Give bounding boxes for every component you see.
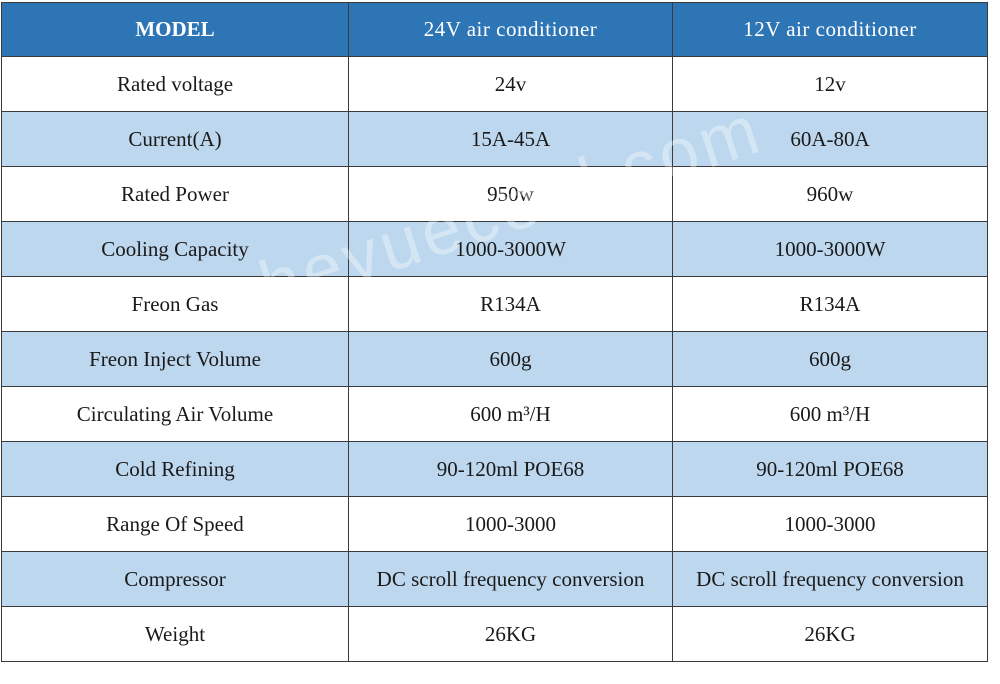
- cell-12v: 90-120ml POE68: [672, 441, 988, 497]
- spec-table: MODEL 24V air conditioner 12V air condit…: [1, 2, 988, 662]
- cell-24v: 600g: [348, 331, 673, 387]
- cell-24v: 26KG: [348, 606, 673, 662]
- cell-24v: 90-120ml POE68: [348, 441, 673, 497]
- row-label: Cooling Capacity: [1, 221, 349, 277]
- cell-12v: R134A: [672, 276, 988, 332]
- header-12v: 12V air conditioner: [672, 2, 988, 57]
- table-row: Freon Inject Volume 600g 600g: [1, 331, 988, 387]
- cell-12v: 600 m³/H: [672, 386, 988, 442]
- row-label: Compressor: [1, 551, 349, 607]
- table-row: Compressor DC scroll frequency conversio…: [1, 551, 988, 607]
- cell-24v: 1000-3000W: [348, 221, 673, 277]
- cell-12v: 1000-3000W: [672, 221, 988, 277]
- table-row: Rated voltage 24v 12v: [1, 56, 988, 112]
- table-row: Current(A) 15A-45A 60A-80A: [1, 111, 988, 167]
- row-label: Circulating Air Volume: [1, 386, 349, 442]
- table-row: Cold Refining 90-120ml POE68 90-120ml PO…: [1, 441, 988, 497]
- cell-12v: 960w: [672, 166, 988, 222]
- cell-12v: DC scroll frequency conversion: [672, 551, 988, 607]
- cell-12v: 12v: [672, 56, 988, 112]
- row-label: Rated voltage: [1, 56, 349, 112]
- cell-24v: 1000-3000: [348, 496, 673, 552]
- header-24v: 24V air conditioner: [348, 2, 673, 57]
- cell-12v: 26KG: [672, 606, 988, 662]
- row-label: Range Of Speed: [1, 496, 349, 552]
- cell-24v: DC scroll frequency conversion: [348, 551, 673, 607]
- table-row: Rated Power 950w 960w: [1, 166, 988, 222]
- cell-24v: 950w: [348, 166, 673, 222]
- header-model: MODEL: [1, 2, 349, 57]
- table-row: Circulating Air Volume 600 m³/H 600 m³/H: [1, 386, 988, 442]
- table-row: Freon Gas R134A R134A: [1, 276, 988, 332]
- cell-24v: R134A: [348, 276, 673, 332]
- cell-24v: 600 m³/H: [348, 386, 673, 442]
- cell-24v: 15A-45A: [348, 111, 673, 167]
- row-label: Freon Inject Volume: [1, 331, 349, 387]
- header-row: MODEL 24V air conditioner 12V air condit…: [1, 2, 988, 57]
- row-label: Weight: [1, 606, 349, 662]
- row-label: Freon Gas: [1, 276, 349, 332]
- cell-12v: 600g: [672, 331, 988, 387]
- table-row: Range Of Speed 1000-3000 1000-3000: [1, 496, 988, 552]
- table-row: Weight 26KG 26KG: [1, 606, 988, 662]
- row-label: Cold Refining: [1, 441, 349, 497]
- cell-12v: 60A-80A: [672, 111, 988, 167]
- table-row: Cooling Capacity 1000-3000W 1000-3000W: [1, 221, 988, 277]
- row-label: Current(A): [1, 111, 349, 167]
- cell-24v: 24v: [348, 56, 673, 112]
- row-label: Rated Power: [1, 166, 349, 222]
- cell-12v: 1000-3000: [672, 496, 988, 552]
